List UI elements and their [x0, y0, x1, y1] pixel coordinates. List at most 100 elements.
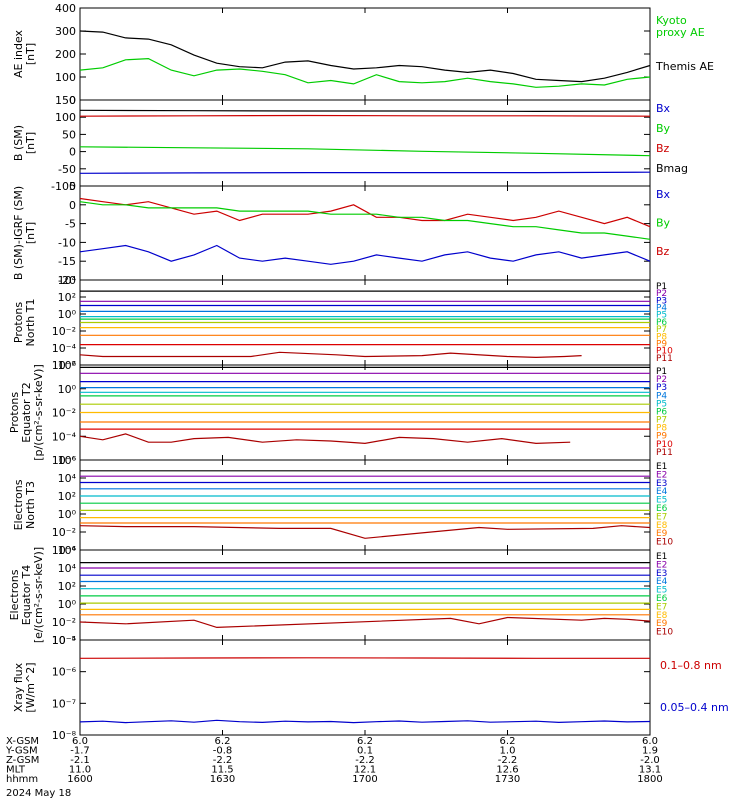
- legend-entry: E4: [656, 487, 668, 497]
- y-tick-label: -50: [58, 163, 76, 176]
- y-tick-label: 10⁴: [58, 562, 77, 575]
- x-axis-value: 0.1: [357, 746, 373, 757]
- x-axis-row-label: Z-GSM: [6, 755, 39, 766]
- y-tick-label: 200: [55, 48, 76, 61]
- date-label: 2024 May 18: [6, 788, 71, 799]
- legend-entry: E7: [656, 602, 667, 612]
- series-line: [79, 109, 651, 113]
- y-tick-label: 10⁻⁴: [52, 342, 77, 355]
- x-axis-value: 1600: [67, 774, 92, 785]
- legend-entry: E2: [656, 560, 667, 570]
- y-axis-label: Equator T4: [20, 565, 33, 625]
- y-tick-label: 10⁰: [58, 383, 77, 396]
- x-axis-value: -2.1: [70, 755, 90, 766]
- legend-entry: P3: [656, 296, 667, 306]
- legend-entry: E10: [656, 628, 673, 638]
- x-axis-value: 1730: [495, 774, 520, 785]
- legend-entry: P7: [656, 325, 667, 335]
- x-axis-value: 6.2: [500, 736, 516, 747]
- legend-entry: E1: [656, 462, 667, 472]
- y-tick-label: 10⁰: [58, 308, 77, 321]
- series-line: [79, 30, 651, 83]
- legend-entry: E4: [656, 577, 668, 587]
- x-axis-value: 1700: [352, 774, 377, 785]
- y-tick-label: 10⁻⁷: [52, 697, 76, 710]
- y-tick-label: 10⁰: [58, 598, 77, 611]
- x-axis-value: -1.7: [70, 746, 90, 757]
- series-line: [79, 114, 651, 117]
- legend-entry: E8: [656, 521, 668, 531]
- y-tick-label: -10: [58, 236, 76, 249]
- series-line: [79, 201, 651, 240]
- legend-entry: E5: [656, 586, 667, 596]
- legend-entry: Bx: [656, 188, 671, 201]
- legend-entry: E8: [656, 611, 668, 621]
- y-tick-label: 10⁻⁶: [52, 359, 77, 372]
- legend-entry: P5: [656, 311, 667, 321]
- y-axis-label: Equator T2: [20, 382, 33, 442]
- x-axis-value: 6.2: [357, 736, 373, 747]
- y-axis-label: Electrons: [12, 479, 25, 530]
- legend-entry: 0.1–0.8 nm: [660, 659, 722, 672]
- x-axis-value: -2.0: [640, 755, 660, 766]
- legend-entry: P4: [656, 304, 667, 314]
- y-axis-label: Xray flux: [12, 662, 25, 712]
- x-axis-value: 13.1: [639, 765, 661, 776]
- y-tick-label: -15: [58, 255, 76, 268]
- legend-entry: 0.05–0.4 nm: [660, 701, 729, 714]
- legend-entry: P8: [656, 424, 667, 434]
- legend-entry: P3: [656, 383, 667, 393]
- y-tick-label: 10⁻⁴: [52, 544, 77, 557]
- x-axis-value: -2.2: [355, 755, 375, 766]
- legend-entry: E2: [656, 470, 667, 480]
- y-tick-label: 100: [55, 111, 76, 124]
- series-line: [79, 146, 651, 157]
- y-axis-label: AE index: [12, 29, 25, 78]
- y-axis-label: [e/(cm²-s-sr-keV)]: [32, 547, 45, 643]
- legend-entry: P2: [656, 289, 667, 299]
- legend-entry: E10: [656, 538, 673, 548]
- y-tick-label: 0: [69, 199, 76, 212]
- panel-frame: [79, 549, 651, 641]
- y-tick-label: -100: [51, 180, 76, 193]
- x-axis-value: -2.2: [498, 755, 518, 766]
- series-line: [79, 244, 651, 265]
- legend-entry: Bz: [656, 142, 670, 155]
- legend-entry: Bz: [656, 245, 670, 258]
- legend-entry: P9: [656, 432, 667, 442]
- legend-entry: E6: [656, 594, 668, 604]
- y-tick-label: 10⁰: [58, 508, 77, 521]
- x-axis-value: 12.6: [496, 765, 518, 776]
- series-line: [79, 616, 651, 629]
- legend-entry: P2: [656, 375, 667, 385]
- x-axis-value: 6.0: [642, 736, 658, 747]
- legend-entry: E3: [656, 479, 667, 489]
- y-tick-label: 10⁻²: [52, 407, 76, 420]
- legend-entry: By: [656, 216, 671, 229]
- y-tick-label: 10⁻⁶: [52, 454, 77, 467]
- y-axis-label: [p/(cm²-s-sr-keV)]: [32, 364, 45, 461]
- y-tick-label: 5: [69, 180, 76, 193]
- legend-entry: P1: [656, 282, 667, 292]
- y-axis-label: Protons: [8, 392, 21, 433]
- y-tick-label: 10⁻⁵: [52, 634, 76, 647]
- x-axis-value: 1.9: [642, 746, 658, 757]
- legend-entry: P8: [656, 332, 667, 342]
- legend-entry: E9: [656, 529, 668, 539]
- x-axis-value: -2.2: [213, 755, 233, 766]
- y-tick-label: 300: [55, 25, 76, 38]
- x-axis-value: -0.8: [213, 746, 233, 757]
- panel-frame: [79, 459, 651, 551]
- legend-entry: Bx: [656, 102, 671, 115]
- legend-entry: P1: [656, 367, 667, 377]
- series-line: [79, 171, 651, 174]
- y-axis-label: B (SM): [12, 125, 25, 161]
- y-tick-label: 10⁴: [58, 274, 77, 287]
- y-tick-label: 100: [55, 71, 76, 84]
- x-axis-value: 6.2: [215, 736, 231, 747]
- legend-entry: P5: [656, 399, 667, 409]
- legend-entry: Themis AE: [655, 60, 714, 73]
- x-axis-value: 6.0: [72, 736, 88, 747]
- y-tick-label: -5: [65, 218, 76, 231]
